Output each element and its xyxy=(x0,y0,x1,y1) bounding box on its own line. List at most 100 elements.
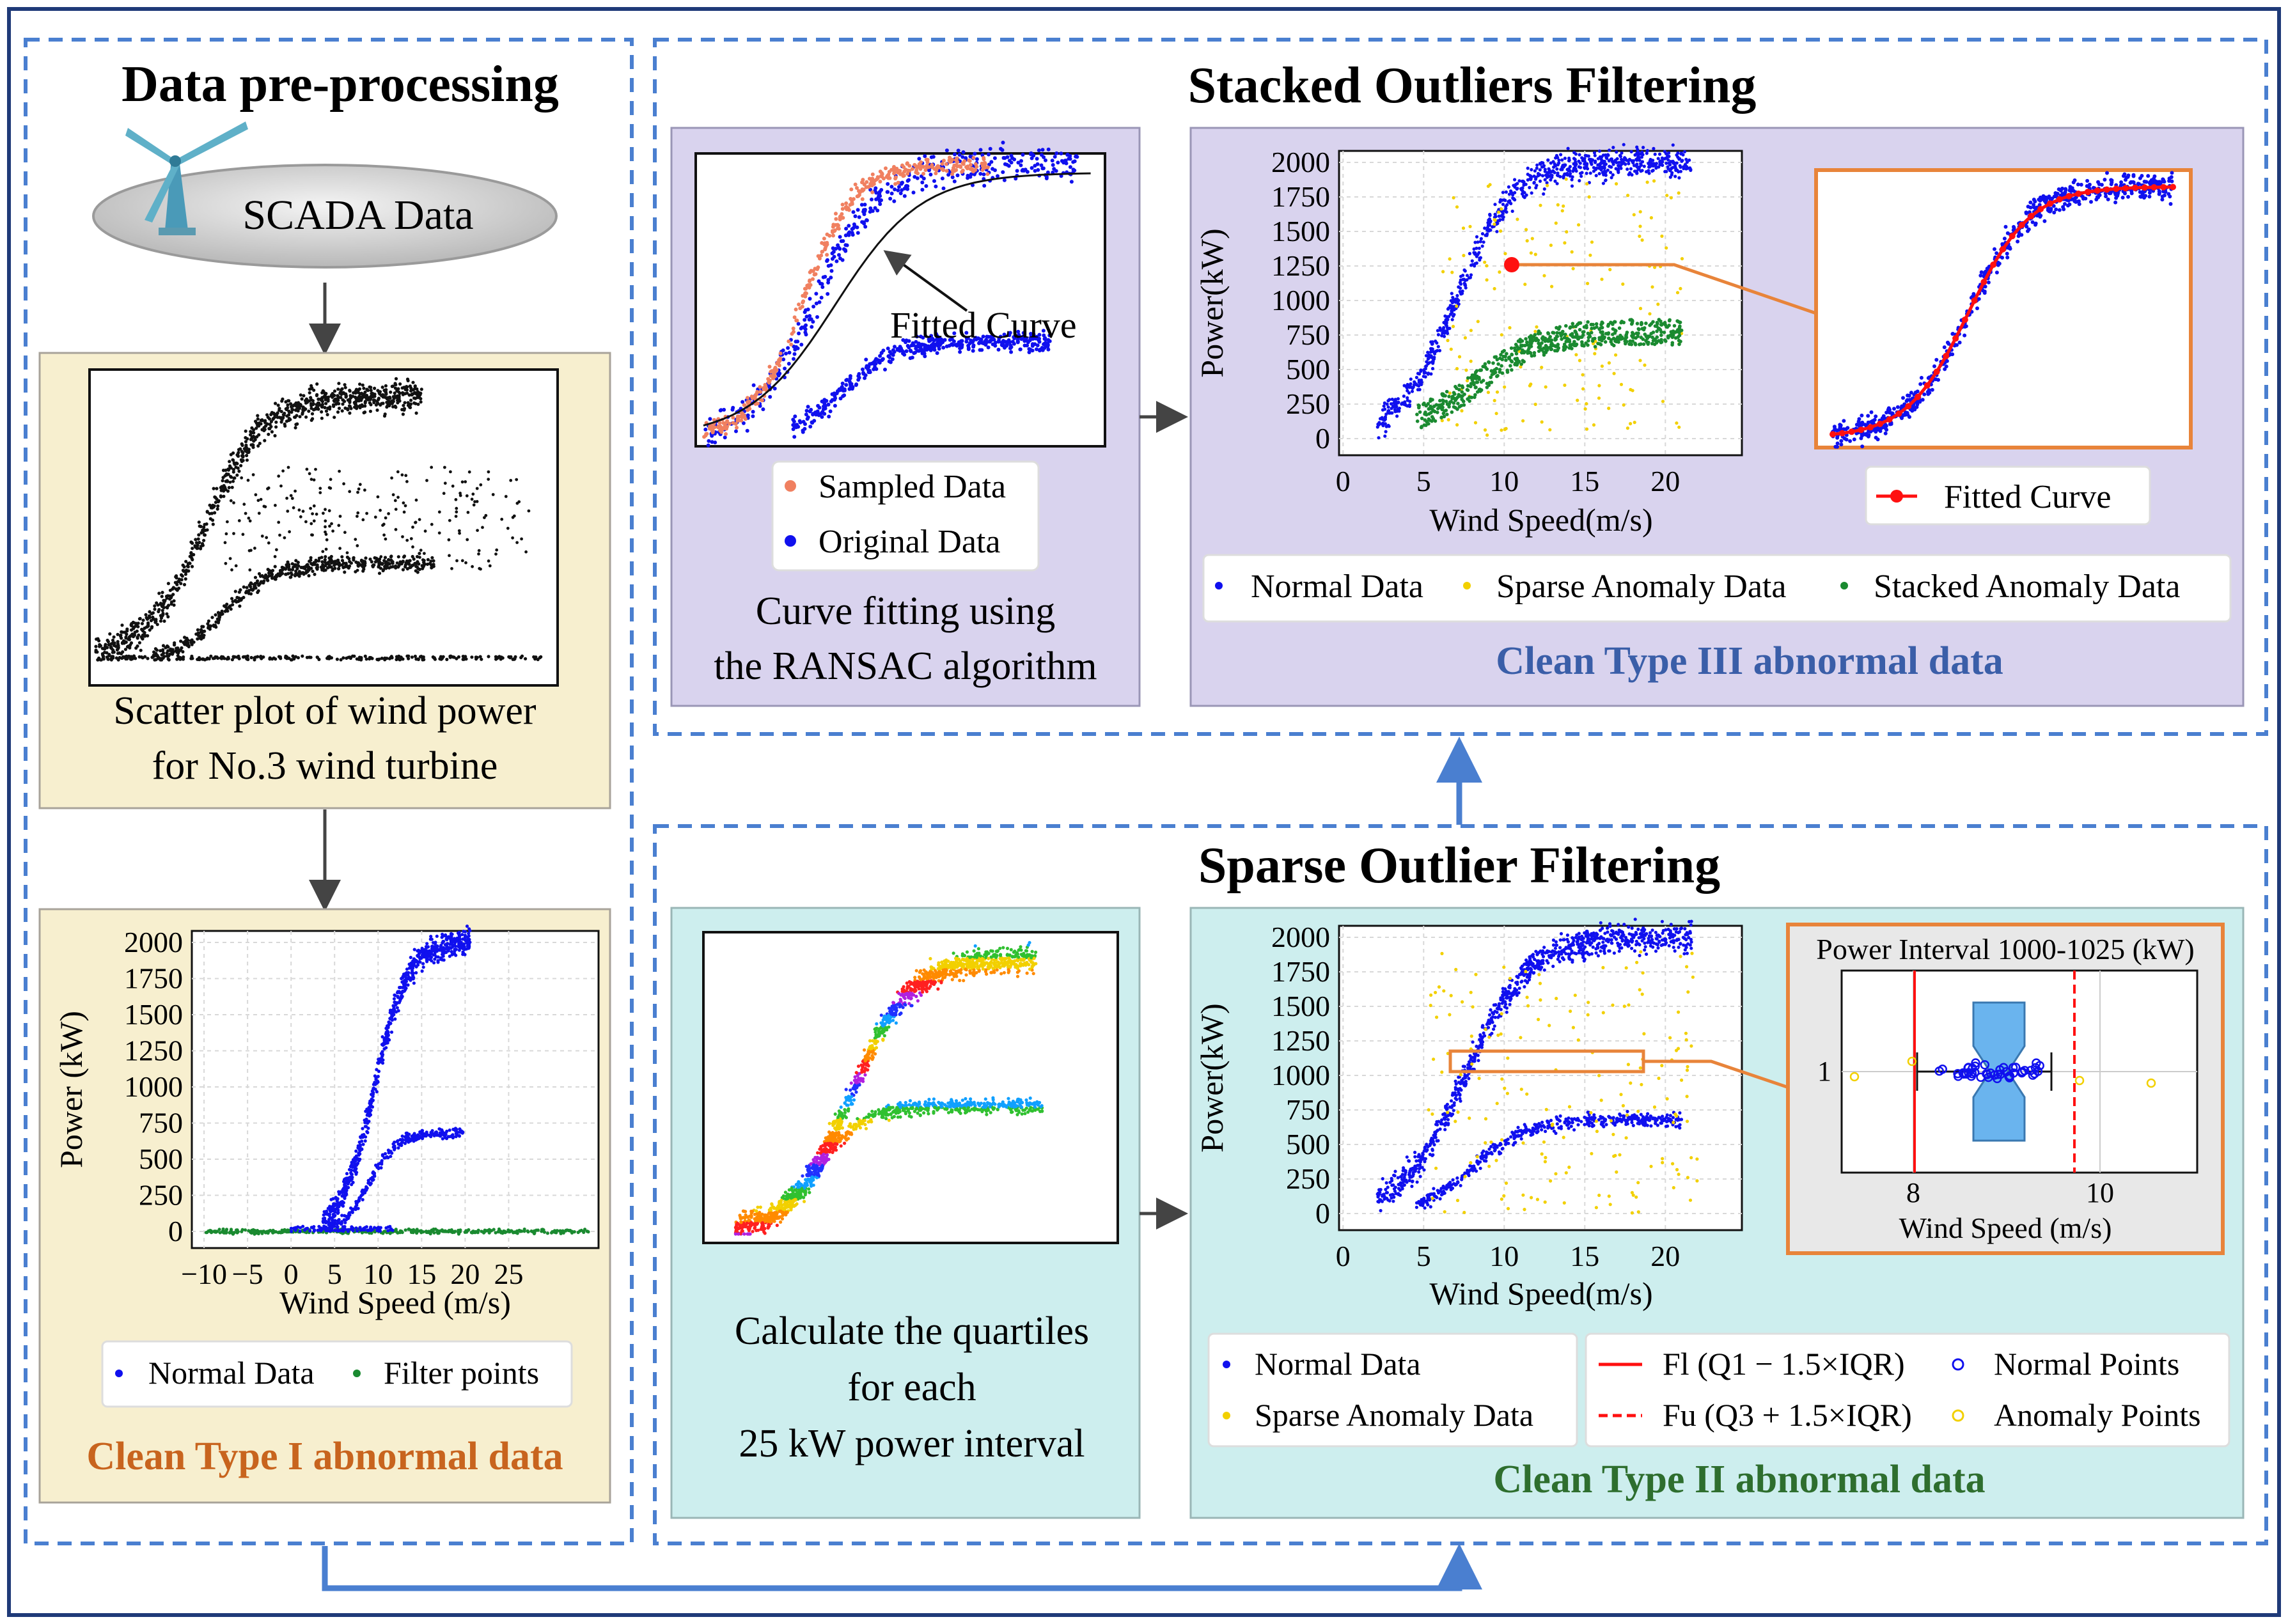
sparse-legend-marker-normal xyxy=(1223,1361,1230,1368)
sparse-legend-anomaly-points: Anomaly Points xyxy=(1994,1397,2201,1433)
stacked-legend-stacked: Stacked Anomaly Data xyxy=(1874,568,2180,605)
stacked-legend-normal: Normal Data xyxy=(1251,568,1423,605)
sparse-ytick-label: 500 xyxy=(1286,1128,1330,1160)
ransac-annotation: Fitted Curve xyxy=(890,304,1077,346)
type3-clean-label: Clean Type III abnormal data xyxy=(1496,639,2003,683)
sparse-ytick-label: 0 xyxy=(1315,1197,1330,1230)
ransac-legend-marker-sampled xyxy=(785,480,796,492)
type2-clean-label: Clean Type II abnormal data xyxy=(1493,1458,1985,1501)
sparse-xlabel: Wind Speed(m/s) xyxy=(1429,1276,1652,1311)
sparse-ytick-label: 2000 xyxy=(1271,921,1330,953)
type1-ytick-label: 0 xyxy=(168,1215,183,1247)
ransac-legend-sampled: Sampled Data xyxy=(819,469,1006,505)
sparse-xticks: 0 5 10 15 20 xyxy=(1336,1240,1681,1272)
sparse-legend-fl: Fl (Q1 − 1.5×IQR) xyxy=(1663,1346,1905,1382)
type1-xtick-label: −5 xyxy=(232,1258,263,1290)
sparse-ytick-label: 1250 xyxy=(1271,1024,1330,1057)
sparse-zoom-connector xyxy=(1643,1059,1795,1091)
stacked-xtick-label: 15 xyxy=(1570,465,1599,497)
quartile-plot-frame xyxy=(702,931,1119,1244)
ransac-caption-line1: Curve fitting using xyxy=(756,589,1055,633)
stacked-title: Stacked Outliers Filtering xyxy=(1188,58,1757,114)
type1-xtick-label: 0 xyxy=(284,1258,299,1290)
boxplot-ytick: 1 xyxy=(1817,1056,1831,1087)
type1-ytick-label: 1250 xyxy=(124,1035,183,1067)
type1-ytick-label: 500 xyxy=(139,1143,183,1175)
fitted-curve-zoom-frame xyxy=(1814,168,2193,449)
type1-xtick-label: 5 xyxy=(327,1258,342,1290)
type1-legend-marker-normal xyxy=(115,1370,123,1377)
stacked-xticks: 0 5 10 15 20 xyxy=(1336,465,1681,497)
ransac-legend-original: Original Data xyxy=(819,524,1000,560)
sparse-title: Sparse Outlier Filtering xyxy=(1198,838,1720,894)
stacked-ytick-label: 1500 xyxy=(1271,215,1330,247)
sparse-xtick-label: 15 xyxy=(1570,1240,1599,1272)
sparse-legend-sparse: Sparse Anomaly Data xyxy=(1255,1397,1533,1433)
scatter-caption-line1: Scatter plot of wind power xyxy=(113,689,537,733)
boxplot-title: Power Interval 1000-1025 (kW) xyxy=(1816,933,2194,965)
sparse-legend-fu: Fu (Q3 + 1.5×IQR) xyxy=(1663,1397,1912,1433)
stacked-ytick-label: 750 xyxy=(1286,318,1330,351)
type1-points xyxy=(204,925,590,1236)
type1-ytick-label: 1750 xyxy=(124,962,183,995)
stacked-zoom-connector xyxy=(1519,263,1817,315)
scatter-plot-frame xyxy=(88,368,559,687)
type1-ytick-label: 2000 xyxy=(124,926,183,958)
sparse-ytick-label: 1000 xyxy=(1271,1059,1330,1091)
sparse-legend-left-box xyxy=(1207,1332,1578,1448)
stacked-ytick-label: 1750 xyxy=(1271,180,1330,213)
type1-xticks: −10 −5 0 5 10 15 20 25 xyxy=(181,1258,523,1290)
ransac-legend-box xyxy=(771,460,1040,572)
type1-xlabel: Wind Speed (m/s) xyxy=(279,1284,511,1320)
scatter-caption-line2: for No.3 wind turbine xyxy=(152,744,498,788)
sparse-legend-marker-sparse xyxy=(1223,1412,1230,1419)
sparse-points xyxy=(1375,917,1699,1215)
sparse-legend-normal: Normal Data xyxy=(1255,1346,1421,1382)
preprocess-title: Data pre-processing xyxy=(121,56,559,113)
stacked-legend-box xyxy=(1202,554,2232,623)
sparse-legend-normal-points: Normal Points xyxy=(1994,1346,2179,1382)
quartile-rainbow-points xyxy=(733,941,1044,1236)
sparse-legend-marker-normal-points xyxy=(1952,1358,1964,1371)
wind-turbine-icon xyxy=(125,121,248,235)
quartile-caption-line3: 25 kW power interval xyxy=(739,1422,1085,1465)
stacked-legend-sparse: Sparse Anomaly Data xyxy=(1496,568,1786,605)
sparse-ytick-label: 1500 xyxy=(1271,990,1330,1022)
type1-ytick-label: 1000 xyxy=(124,1070,183,1103)
ransac-points xyxy=(702,141,1079,448)
boxplot-xlabel: Wind Speed (m/s) xyxy=(1899,1212,2112,1244)
stacked-zoom-point xyxy=(1504,257,1519,272)
fitted-curve-zoom-markers xyxy=(1830,183,2176,438)
type1-ytick-label: 250 xyxy=(139,1179,183,1212)
sparse-gridlines xyxy=(1339,926,1742,1230)
preprocess-section-frame xyxy=(24,38,634,1545)
type1-xtick-label: 25 xyxy=(494,1258,523,1290)
type1-gridlines xyxy=(192,931,599,1248)
stacked-ytick-label: 0 xyxy=(1315,422,1330,455)
stacked-section-frame xyxy=(653,38,2268,736)
sparse-legend-right-box xyxy=(1585,1332,2230,1448)
outer-frame xyxy=(7,7,2281,1617)
type1-legend-normal: Normal Data xyxy=(148,1355,315,1391)
sparse-xtick-label: 10 xyxy=(1489,1240,1519,1272)
type1-legend-box xyxy=(101,1340,573,1408)
scada-ellipse xyxy=(92,164,558,269)
type1-ylabel: Power (kW) xyxy=(53,1011,89,1168)
quartile-caption-line1: Calculate the quartiles xyxy=(735,1309,1089,1353)
type1-xtick-label: 10 xyxy=(363,1258,393,1290)
fitted-legend-label: Fitted Curve xyxy=(1944,479,2111,515)
sparse-xtick-label: 20 xyxy=(1650,1240,1680,1272)
type1-xtick-label: −10 xyxy=(181,1258,227,1290)
stacked-ytick-label: 500 xyxy=(1286,353,1330,386)
stacked-xtick-label: 5 xyxy=(1416,465,1431,497)
sparse-ytick-label: 750 xyxy=(1286,1093,1330,1126)
stacked-xtick-label: 10 xyxy=(1489,465,1519,497)
type1-ytick-label: 1500 xyxy=(124,998,183,1031)
stacked-ytick-label: 250 xyxy=(1286,387,1330,420)
fitted-legend-box xyxy=(1865,465,2151,526)
stacked-xtick-label: 20 xyxy=(1650,465,1680,497)
stacked-xlabel: Wind Speed(m/s) xyxy=(1429,502,1652,538)
